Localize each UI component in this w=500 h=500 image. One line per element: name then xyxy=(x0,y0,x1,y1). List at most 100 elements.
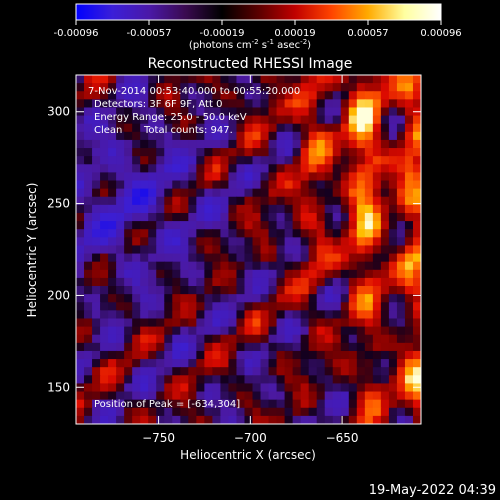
heatmap-cell xyxy=(156,123,165,133)
heatmap-cell xyxy=(76,391,85,401)
heatmap-cell xyxy=(300,407,310,417)
heatmap-cell xyxy=(396,115,406,125)
heatmap-cell xyxy=(124,115,133,125)
colorbar-tick-label: -0.00057 xyxy=(127,28,172,39)
heatmap-cell xyxy=(84,156,93,165)
heatmap-cell xyxy=(412,99,421,109)
heatmap-cell xyxy=(300,253,310,263)
heatmap-cell xyxy=(196,99,205,109)
heatmap-cell xyxy=(316,334,326,344)
heatmap-cell xyxy=(324,261,334,271)
heatmap-cell xyxy=(380,383,390,393)
heatmap-cell xyxy=(260,91,270,100)
heatmap-cell xyxy=(268,107,278,117)
heatmap-cell xyxy=(316,375,326,385)
annotation-time: 7-Nov-2014 00:53:40.000 to 00:55:20.000 xyxy=(88,86,300,97)
heatmap-cell xyxy=(172,148,181,157)
heatmap-cell xyxy=(268,350,278,360)
heatmap-cell xyxy=(76,277,85,287)
heatmap-cell xyxy=(228,334,238,344)
heatmap-cell xyxy=(180,367,189,376)
heatmap-cell xyxy=(252,253,262,263)
heatmap-cell xyxy=(340,221,350,230)
heatmap-cell xyxy=(156,237,165,247)
heatmap-cell xyxy=(348,269,358,279)
heatmap-cell xyxy=(156,302,165,311)
heatmap-cell xyxy=(196,261,205,271)
heatmap-cell xyxy=(412,391,421,401)
heatmap-cell xyxy=(124,107,133,117)
heatmap-cell xyxy=(244,318,254,328)
heatmap-cell xyxy=(292,123,302,133)
heatmap-cell xyxy=(84,99,93,109)
heatmap-cell xyxy=(412,115,421,125)
heatmap-cell xyxy=(284,367,294,376)
heatmap-cell xyxy=(156,383,165,393)
heatmap-cell xyxy=(148,164,157,173)
heatmap-cell xyxy=(284,310,294,320)
heatmap-cell xyxy=(300,99,310,109)
heatmap-cell xyxy=(244,310,254,320)
heatmap-cell xyxy=(372,180,382,190)
heatmap-cell xyxy=(268,334,278,344)
heatmap-cell xyxy=(308,75,318,84)
heatmap-cell xyxy=(332,123,342,133)
heatmap-cell xyxy=(356,107,366,117)
heatmap-cell xyxy=(404,359,414,368)
heatmap-cell xyxy=(380,131,390,141)
heatmap-cell xyxy=(164,391,173,401)
heatmap-cell xyxy=(308,286,318,295)
heatmap-cell xyxy=(412,302,421,311)
heatmap-cell xyxy=(148,156,157,165)
heatmap-cell xyxy=(116,350,125,360)
heatmap-cell xyxy=(132,131,141,141)
heatmap-cell xyxy=(252,148,262,157)
heatmap-cell xyxy=(124,188,133,198)
heatmap-cell xyxy=(396,99,406,109)
heatmap-cell xyxy=(340,107,350,117)
heatmap-cell xyxy=(124,123,133,133)
heatmap-cell xyxy=(276,383,286,393)
heatmap-cell xyxy=(276,196,286,206)
heatmap-cell xyxy=(372,221,382,230)
heatmap-cell xyxy=(308,123,318,133)
heatmap-cell xyxy=(236,91,246,100)
heatmap-cell xyxy=(276,123,286,133)
heatmap-cell xyxy=(340,212,350,222)
heatmap-cell xyxy=(132,318,141,328)
heatmap-cell xyxy=(396,261,406,271)
heatmap-cell xyxy=(396,359,406,368)
heatmap-cell xyxy=(268,415,278,424)
heatmap-cell xyxy=(316,302,326,311)
heatmap-cell xyxy=(292,115,302,125)
heatmap-cell xyxy=(276,277,286,287)
heatmap-cell xyxy=(292,326,302,336)
heatmap-cell xyxy=(92,172,101,182)
heatmap-cell xyxy=(372,318,382,328)
heatmap-cell xyxy=(388,253,398,263)
heatmap-cell xyxy=(340,350,350,360)
heatmap-cell xyxy=(404,107,414,117)
heatmap-cell xyxy=(388,350,398,360)
heatmap-cell xyxy=(244,139,254,149)
heatmap-cell xyxy=(268,399,278,409)
heatmap-cell xyxy=(92,310,101,320)
heatmap-cell xyxy=(284,399,294,409)
heatmap-cell xyxy=(76,180,85,190)
heatmap-cell xyxy=(284,350,294,360)
heatmap-cell xyxy=(164,99,173,109)
heatmap-cell xyxy=(156,139,165,149)
heatmap-cell xyxy=(140,342,149,352)
heatmap-cell xyxy=(340,115,350,125)
heatmap-cell xyxy=(308,204,318,214)
heatmap-cell xyxy=(348,139,358,149)
heatmap-cell xyxy=(260,399,270,409)
heatmap-cell xyxy=(404,302,414,311)
heatmap-cell xyxy=(364,99,374,109)
heatmap-cell xyxy=(100,75,109,84)
heatmap-cell xyxy=(260,359,270,368)
heatmap-cell xyxy=(204,91,213,100)
heatmap-cell xyxy=(164,334,173,344)
heatmap-cell xyxy=(316,188,326,198)
heatmap-cell xyxy=(396,375,406,385)
